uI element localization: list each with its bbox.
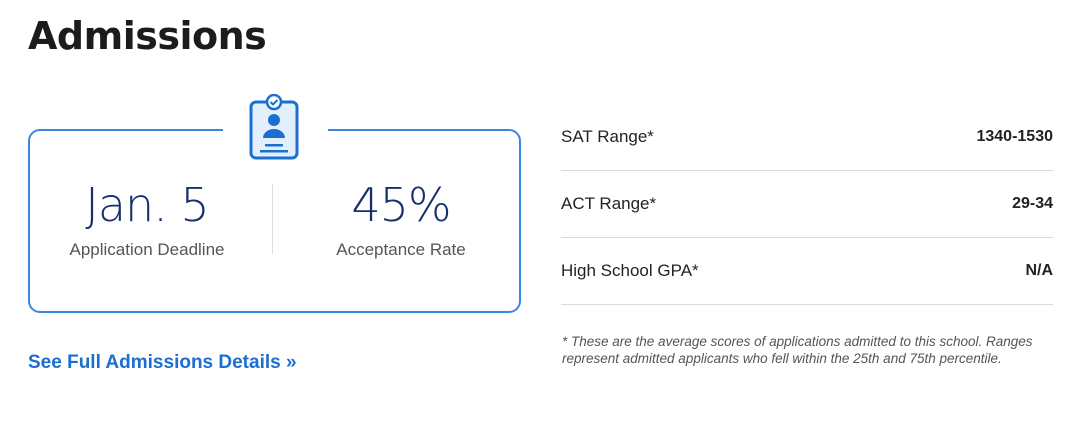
acceptance-label: Acceptance Rate [336,240,466,259]
deadline-stat: Jan. 5 Application Deadline [27,178,267,260]
score-label: High School GPA* [561,261,699,280]
full-admissions-link[interactable]: See Full Admissions Details » [28,352,297,373]
score-value: N/A [1025,262,1053,279]
score-row-sat: SAT Range* 1340-1530 [561,104,1053,171]
deadline-value: Jan. 5 [85,178,209,232]
acceptance-stat: 45% Acceptance Rate [281,178,521,260]
score-row-act: ACT Range* 29-34 [561,171,1053,238]
score-value: 29-34 [1012,195,1053,212]
footnote: * These are the average scores of applic… [562,334,1033,366]
acceptance-value: 45% [351,178,451,232]
deadline-label: Application Deadline [69,240,225,259]
id-badge-check-icon [249,94,299,160]
divider [272,184,273,254]
score-value: 1340-1530 [976,128,1053,145]
page-title: Admissions [28,14,267,58]
score-label: ACT Range* [561,194,657,213]
score-row-gpa: High School GPA* N/A [561,238,1053,305]
score-label: SAT Range* [561,127,654,146]
